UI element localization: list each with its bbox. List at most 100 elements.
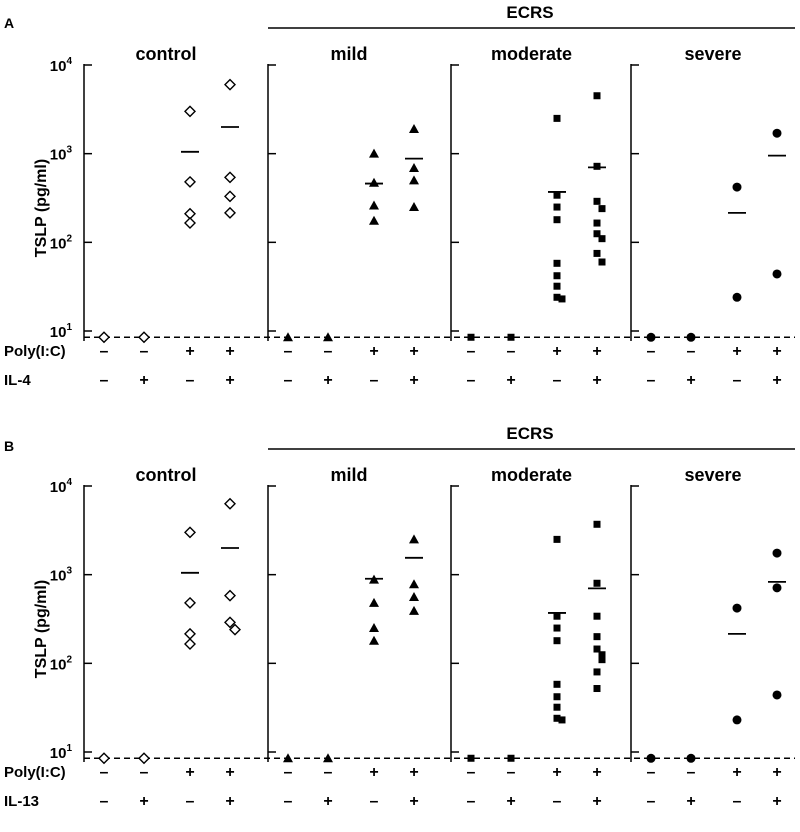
condition-sign: + (185, 343, 194, 360)
data-point (593, 668, 601, 676)
data-point (409, 162, 419, 172)
condition-sign: + (225, 372, 234, 389)
data-point (184, 217, 196, 230)
data-point (553, 693, 561, 701)
data-point (772, 690, 782, 700)
condition-sign: + (323, 372, 332, 389)
data-point (772, 548, 782, 558)
condition-sign: – (284, 764, 293, 781)
data-point (593, 219, 601, 227)
y-tick-base: 10 (50, 479, 67, 496)
data-point (283, 753, 293, 763)
condition-row-label: Poly(I:C) (4, 343, 66, 360)
condition-sign: – (647, 372, 656, 389)
data-point (409, 123, 419, 133)
subplot-mild: mild – – + + – + – + (267, 465, 423, 810)
data-point (553, 191, 561, 199)
data-point (553, 114, 561, 122)
data-point (184, 638, 196, 651)
subplot-mild: mild – – + + – + – + (267, 44, 423, 389)
data-point (224, 171, 236, 184)
data-point (224, 497, 236, 510)
data-point (369, 574, 379, 584)
data-point (593, 230, 601, 238)
y-tick-exponent: 1 (66, 743, 72, 754)
data-point (646, 332, 656, 342)
y-tick-label: 102 (50, 233, 73, 252)
condition-sign: + (506, 372, 515, 389)
condition-sign: + (686, 372, 695, 389)
y-tick-exponent: 4 (66, 477, 72, 488)
y-tick-label: 101 (50, 322, 73, 341)
condition-sign: + (369, 764, 378, 781)
data-point (323, 753, 333, 763)
condition-sign: + (323, 793, 332, 810)
condition-sign: + (592, 372, 601, 389)
data-point (184, 627, 196, 640)
data-point (409, 202, 419, 212)
condition-sign: – (467, 343, 476, 360)
condition-sign: + (409, 372, 418, 389)
data-point (772, 269, 782, 279)
condition-sign: – (284, 372, 293, 389)
data-point (138, 752, 150, 765)
data-point (593, 633, 601, 641)
data-point (369, 623, 379, 633)
data-point (369, 148, 379, 158)
y-tick-exponent: 4 (66, 56, 72, 67)
condition-sign: + (409, 793, 418, 810)
data-point (553, 203, 561, 211)
condition-sign: – (733, 372, 742, 389)
condition-sign: – (100, 372, 109, 389)
data-point (732, 182, 742, 192)
y-tick-label: 103 (50, 145, 73, 164)
ecrs-label: ECRS (506, 424, 553, 443)
condition-sign: – (553, 372, 562, 389)
condition-sign: – (687, 764, 696, 781)
subplot-title: control (136, 465, 197, 485)
condition-sign: + (139, 372, 148, 389)
data-point (732, 292, 742, 302)
data-point (598, 235, 606, 243)
condition-sign: + (772, 793, 781, 810)
subplot-title: moderate (491, 44, 572, 64)
subplot-control: control – – + + – + – + (83, 44, 239, 389)
data-point (369, 177, 379, 187)
data-point (593, 685, 601, 693)
data-point (369, 635, 379, 645)
data-point (184, 105, 196, 118)
data-point (224, 616, 236, 629)
data-point (646, 753, 656, 763)
subplot-title: severe (684, 465, 741, 485)
condition-sign: – (324, 343, 333, 360)
condition-sign: – (100, 343, 109, 360)
data-point (593, 579, 601, 587)
data-point (593, 249, 601, 257)
y-tick-label: 104 (50, 477, 73, 496)
y-tick-label: 102 (50, 654, 73, 673)
data-point (507, 754, 515, 762)
data-point (409, 175, 419, 185)
data-point (184, 596, 196, 609)
condition-sign: – (733, 793, 742, 810)
subplot-severe: severe – – + + – + – + (630, 44, 786, 389)
data-point (553, 637, 561, 645)
condition-row-label: IL-4 (4, 372, 31, 389)
condition-sign: – (284, 343, 293, 360)
condition-sign: – (647, 764, 656, 781)
y-tick-exponent: 3 (66, 566, 72, 577)
condition-sign: + (772, 764, 781, 781)
y-tick-base: 10 (50, 235, 67, 252)
ecrs-label: ECRS (506, 3, 553, 22)
y-tick-base: 10 (50, 324, 67, 341)
data-point (558, 295, 566, 303)
condition-sign: – (467, 372, 476, 389)
data-point (283, 332, 293, 342)
subplot-title: mild (330, 465, 367, 485)
subplot-severe: severe – – + + – + – + (630, 465, 786, 810)
condition-sign: + (409, 343, 418, 360)
data-point (593, 520, 601, 528)
y-tick-exponent: 2 (66, 654, 72, 665)
data-point (593, 162, 601, 170)
subplot-moderate: moderate – – + + – + – + (450, 44, 606, 389)
